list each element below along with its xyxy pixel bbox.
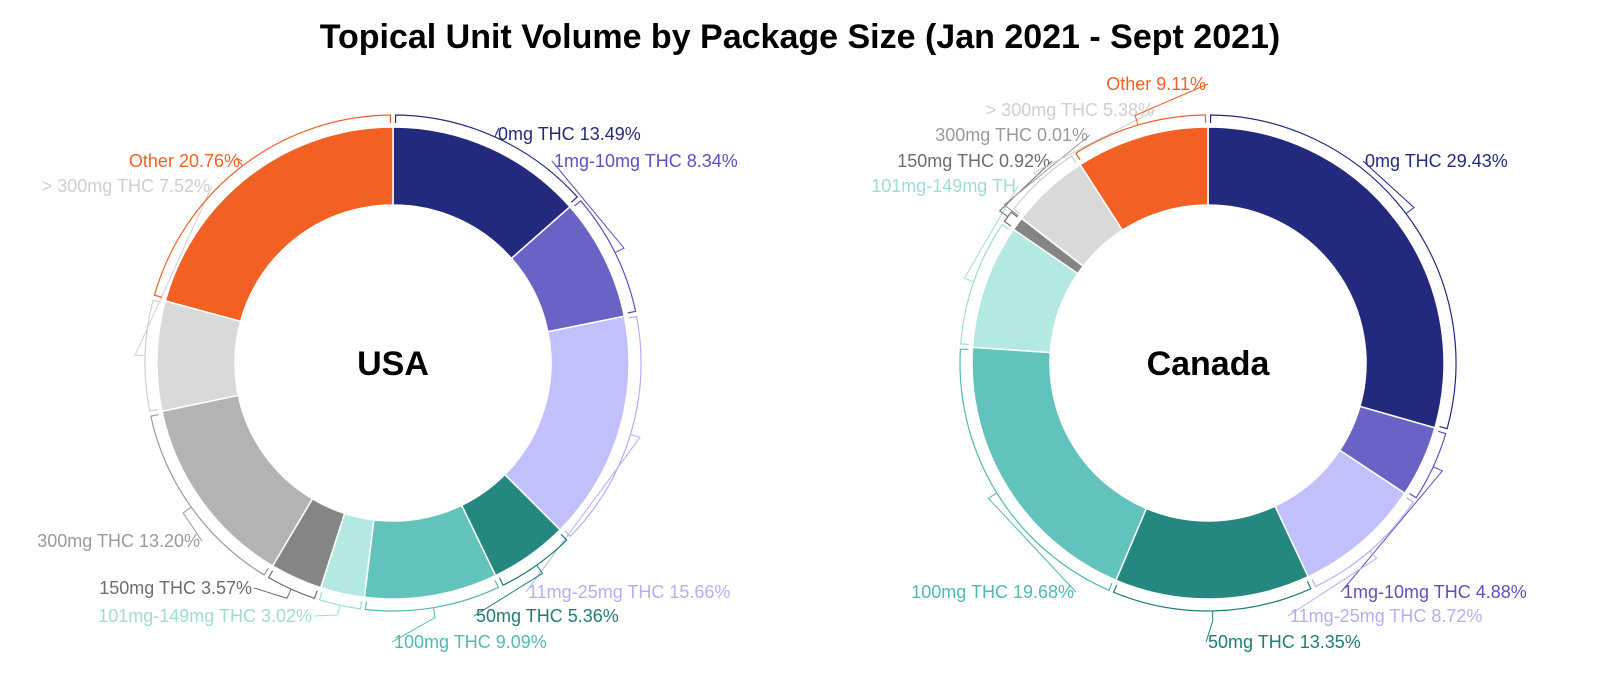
label-usa-300mg-thc: 300mg THC 13.20% [37, 531, 200, 551]
donut-usa: 0mg THC 13.49% 1mg-10mg THC 8.34% 11mg-25m… [37, 115, 738, 652]
label-usa-other: Other 20.76% [129, 151, 240, 171]
label-usa-11mg-25mg-thc: 11mg-25mg THC 15.66% [528, 582, 730, 602]
label-usa-150mg-thc: 150mg THC 3.57% [99, 578, 252, 598]
slice-canada-50mg-thc [1116, 506, 1308, 599]
label-usa-101mg-149mg-thc: 101mg-149mg THC 3.02% [98, 606, 312, 626]
label-usa-50mg-thc: 50mg THC 5.36% [476, 606, 619, 626]
label-canada-150mg-thc: 150mg THC 0.92% [897, 151, 1050, 171]
leader-usa-101mg-149mg-thc [314, 605, 340, 616]
label-usa-0mg-thc: 0mg THC 13.49% [498, 124, 641, 144]
label-usa-300mg-thc: > 300mg THC 7.52% [42, 176, 210, 196]
label-canada-1mg-10mg-thc: 1mg-10mg THC 4.88% [1343, 582, 1527, 602]
label-usa-1mg-10mg-thc: 1mg-10mg THC 8.34% [554, 151, 738, 171]
donut-canada: 0mg THC 29.43% 1mg-10mg THC 4.88% 11mg-25m… [871, 74, 1527, 652]
center-label-canada: Canada [1147, 345, 1271, 383]
label-canada-300mg-thc: > 300mg THC 5.38% [986, 100, 1154, 120]
label-canada-11mg-25mg-thc: 11mg-25mg THC 8.72% [1290, 606, 1482, 626]
label-canada-0mg-thc: 0mg THC 29.43% [1365, 151, 1508, 171]
label-canada-other: Other 9.11% [1106, 74, 1206, 94]
slice-canada-100mg-thc [972, 347, 1146, 580]
leader-usa-150mg-thc [254, 588, 291, 598]
label-canada-101mg-149mg-thc: 101mg-149mg TH [871, 176, 1016, 196]
label-canada-300mg-thc: 300mg THC 0.01% [935, 125, 1088, 145]
label-usa-100mg-thc: 100mg THC 9.09% [394, 632, 547, 652]
chart-area: 0mg THC 13.49% 1mg-10mg THC 8.34% 11mg-25m… [0, 0, 1600, 680]
label-canada-50mg-thc: 50mg THC 13.35% [1208, 632, 1361, 652]
label-canada-100mg-thc: 100mg THC 19.68% [911, 582, 1074, 602]
center-label-usa: USA [357, 345, 429, 383]
